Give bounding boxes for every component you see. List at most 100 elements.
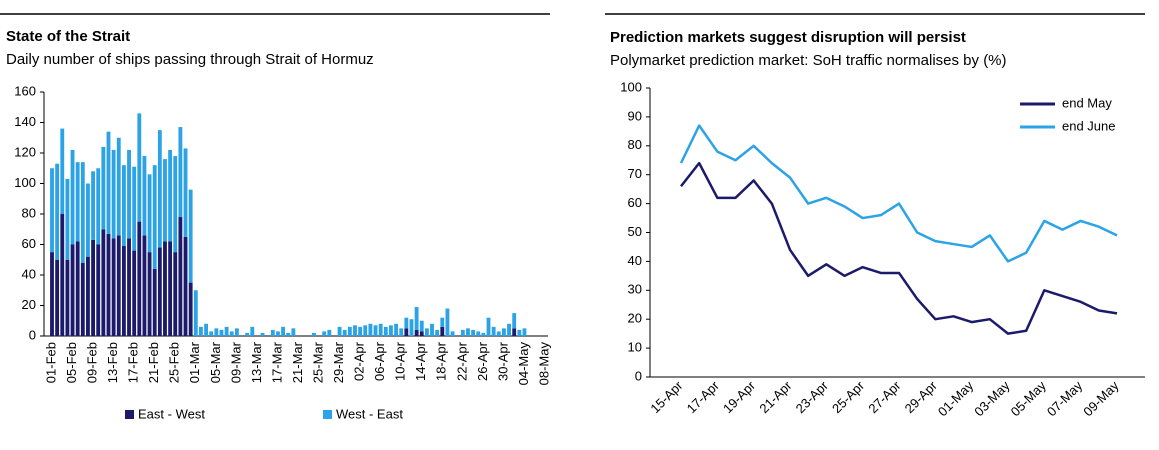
bar (214, 328, 219, 336)
y-tick-label: 100 (14, 175, 36, 190)
bar (147, 174, 152, 253)
y-tick-label: 70 (628, 166, 642, 181)
bar (106, 131, 111, 234)
x-tick-label: 03-May (971, 378, 1013, 420)
legend-swatch (125, 410, 134, 419)
bar (60, 214, 65, 336)
bar (342, 329, 347, 336)
bar (476, 331, 481, 336)
bar (188, 189, 193, 283)
bar (291, 328, 296, 336)
legend-label: West - East (336, 406, 403, 421)
bar (245, 332, 250, 336)
bar (383, 326, 388, 336)
x-tick-label: 01-Mar (187, 341, 202, 383)
line (679, 124, 1118, 263)
x-tick-label: 17-Mar (269, 341, 284, 383)
bar (199, 326, 203, 336)
x-tick-label: 30-Apr (495, 341, 510, 381)
x-tick-label: 25-Mar (310, 341, 325, 383)
line (680, 161, 1118, 335)
bar (50, 252, 54, 336)
bar (91, 239, 96, 336)
bar (168, 149, 173, 242)
bar (121, 246, 126, 336)
bar (419, 331, 424, 336)
x-tick-label: 14-Apr (413, 341, 428, 381)
bar (121, 165, 126, 247)
bar (276, 331, 280, 336)
x-tick-label: 13-Feb (105, 342, 120, 383)
bar (101, 229, 106, 336)
bar (96, 244, 101, 336)
bar (163, 159, 167, 242)
bar (450, 331, 455, 336)
legend-label: East - West (138, 406, 205, 421)
bar (152, 268, 157, 336)
bar (486, 317, 491, 336)
x-tick-label: 07-May (1044, 378, 1086, 420)
x-tick-label: 06-Apr (372, 341, 387, 381)
bar (86, 183, 90, 257)
x-tick-label: 04-May (516, 342, 531, 386)
legend-label: end May (1062, 95, 1112, 110)
chart-subtitle: Polymarket prediction market: SoH traffi… (610, 52, 1007, 69)
bar (507, 323, 511, 336)
bar (234, 328, 239, 336)
x-tick-label: 09-Feb (85, 342, 100, 383)
y-tick-label: 40 (628, 253, 642, 268)
bar (424, 328, 429, 336)
x-tick-label: 23-Apr (793, 377, 832, 416)
bar (173, 156, 178, 253)
x-tick-label: 09-Mar (228, 341, 243, 383)
bar (147, 252, 152, 336)
bar (80, 162, 85, 263)
bar (358, 326, 363, 336)
bar (368, 323, 373, 336)
bar (65, 178, 70, 260)
bar (183, 148, 188, 237)
x-tick-label: 18-Apr (434, 341, 449, 381)
bar (353, 325, 357, 336)
x-tick-label: 29-Apr (902, 377, 941, 416)
bar (193, 290, 198, 336)
x-tick-label: 22-Apr (454, 341, 469, 381)
bar (183, 236, 188, 336)
legend-label: end June (1062, 118, 1116, 133)
bar (522, 328, 527, 336)
x-tick-label: 21-Apr (756, 377, 795, 416)
x-tick-label: 05-Feb (64, 342, 79, 383)
y-tick-label: 30 (628, 282, 642, 297)
bar (188, 282, 193, 336)
bar (512, 328, 517, 336)
bar (389, 325, 393, 336)
y-tick-label: 0 (29, 327, 36, 342)
bar (204, 323, 208, 336)
x-tick-label: 10-Apr (393, 341, 408, 381)
y-tick-label: 60 (628, 195, 642, 210)
x-tick-label: 26-Apr (475, 341, 490, 381)
bar (512, 313, 517, 329)
y-tick-label: 20 (22, 297, 36, 312)
bar (142, 156, 147, 236)
bar (363, 325, 368, 336)
x-tick-label: 21-Mar (290, 341, 305, 383)
bar (75, 241, 80, 336)
bar (229, 331, 234, 336)
bar (55, 163, 60, 260)
bar (209, 331, 214, 336)
y-tick-label: 20 (628, 311, 642, 326)
y-tick-label: 50 (628, 224, 642, 239)
x-tick-label: 09-May (1080, 378, 1122, 420)
bar (430, 323, 434, 336)
bar (373, 325, 378, 336)
bar (322, 331, 327, 336)
bar (142, 235, 147, 336)
bar (491, 326, 496, 336)
y-tick-label: 80 (628, 137, 642, 152)
bar (409, 319, 414, 336)
bar (137, 221, 142, 336)
bar (101, 146, 106, 230)
x-tick-label: 13-Mar (249, 341, 264, 383)
y-tick-label: 90 (628, 108, 642, 123)
